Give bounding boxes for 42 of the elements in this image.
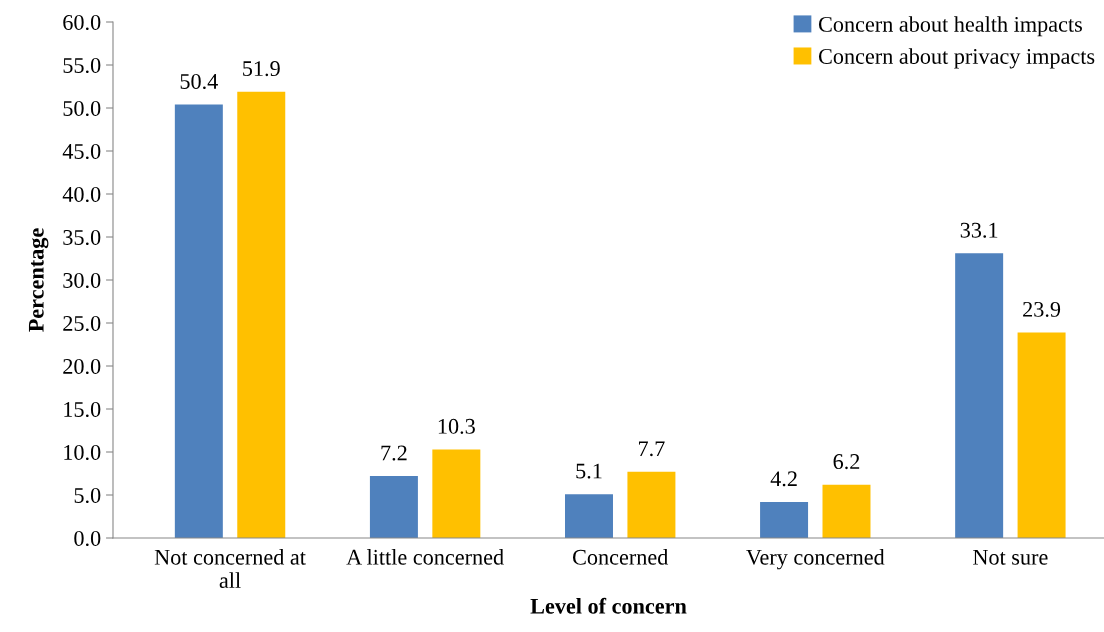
x-axis-title: Level of concern [530,597,687,614]
bar [237,91,286,538]
data-label: 10.3 [438,418,475,434]
bar [627,471,676,538]
y-tick-label: 25.0 [63,315,101,332]
bar [369,476,418,538]
y-tick-label: 0.0 [74,530,101,547]
y-tick-label: 15.0 [64,401,101,418]
y-tick-label: 50.0 [63,100,101,117]
y-tick-label: 5.0 [74,487,101,504]
y-tick-label: 40.0 [62,186,101,203]
bar [565,494,613,538]
data-label: 7.2 [381,445,407,461]
y-tick-label: 30.0 [63,272,101,289]
bar [822,484,871,538]
x-tick-label: Not sure [973,549,1048,565]
y-axis-title: Percentage [28,228,49,332]
x-tick-label: Not concerned at all [154,549,306,588]
y-tick-label: 35.0 [63,229,101,246]
y-tick-label: 45.0 [62,143,101,160]
x-tick-label: Concerned [572,549,669,565]
data-label: 23.9 [1023,301,1061,317]
data-label: 51.9 [243,61,280,77]
data-label: 50.4 [180,73,218,90]
bar [432,449,481,538]
bar [174,104,223,538]
x-tick-label: A little concerned [346,549,504,565]
y-tick-label: 20.0 [63,358,101,375]
x-tick-label: Very concerned [746,549,885,570]
data-label: 5.1 [576,463,602,479]
y-tick-label: 60.0 [63,14,101,31]
y-tick-label: 55.0 [63,57,101,74]
data-label: 4.2 [770,471,797,487]
bar [760,501,809,538]
data-label: 33.1 [960,222,998,238]
data-label: 7.7 [638,441,665,457]
bar [1017,332,1066,538]
data-label: 6.2 [833,454,860,470]
legend-label: Concern about health impacts [818,16,1082,37]
bar [955,253,1004,538]
y-tick-label: 10.0 [64,444,101,461]
legend-label: Concern about privacy impacts [818,48,1095,69]
